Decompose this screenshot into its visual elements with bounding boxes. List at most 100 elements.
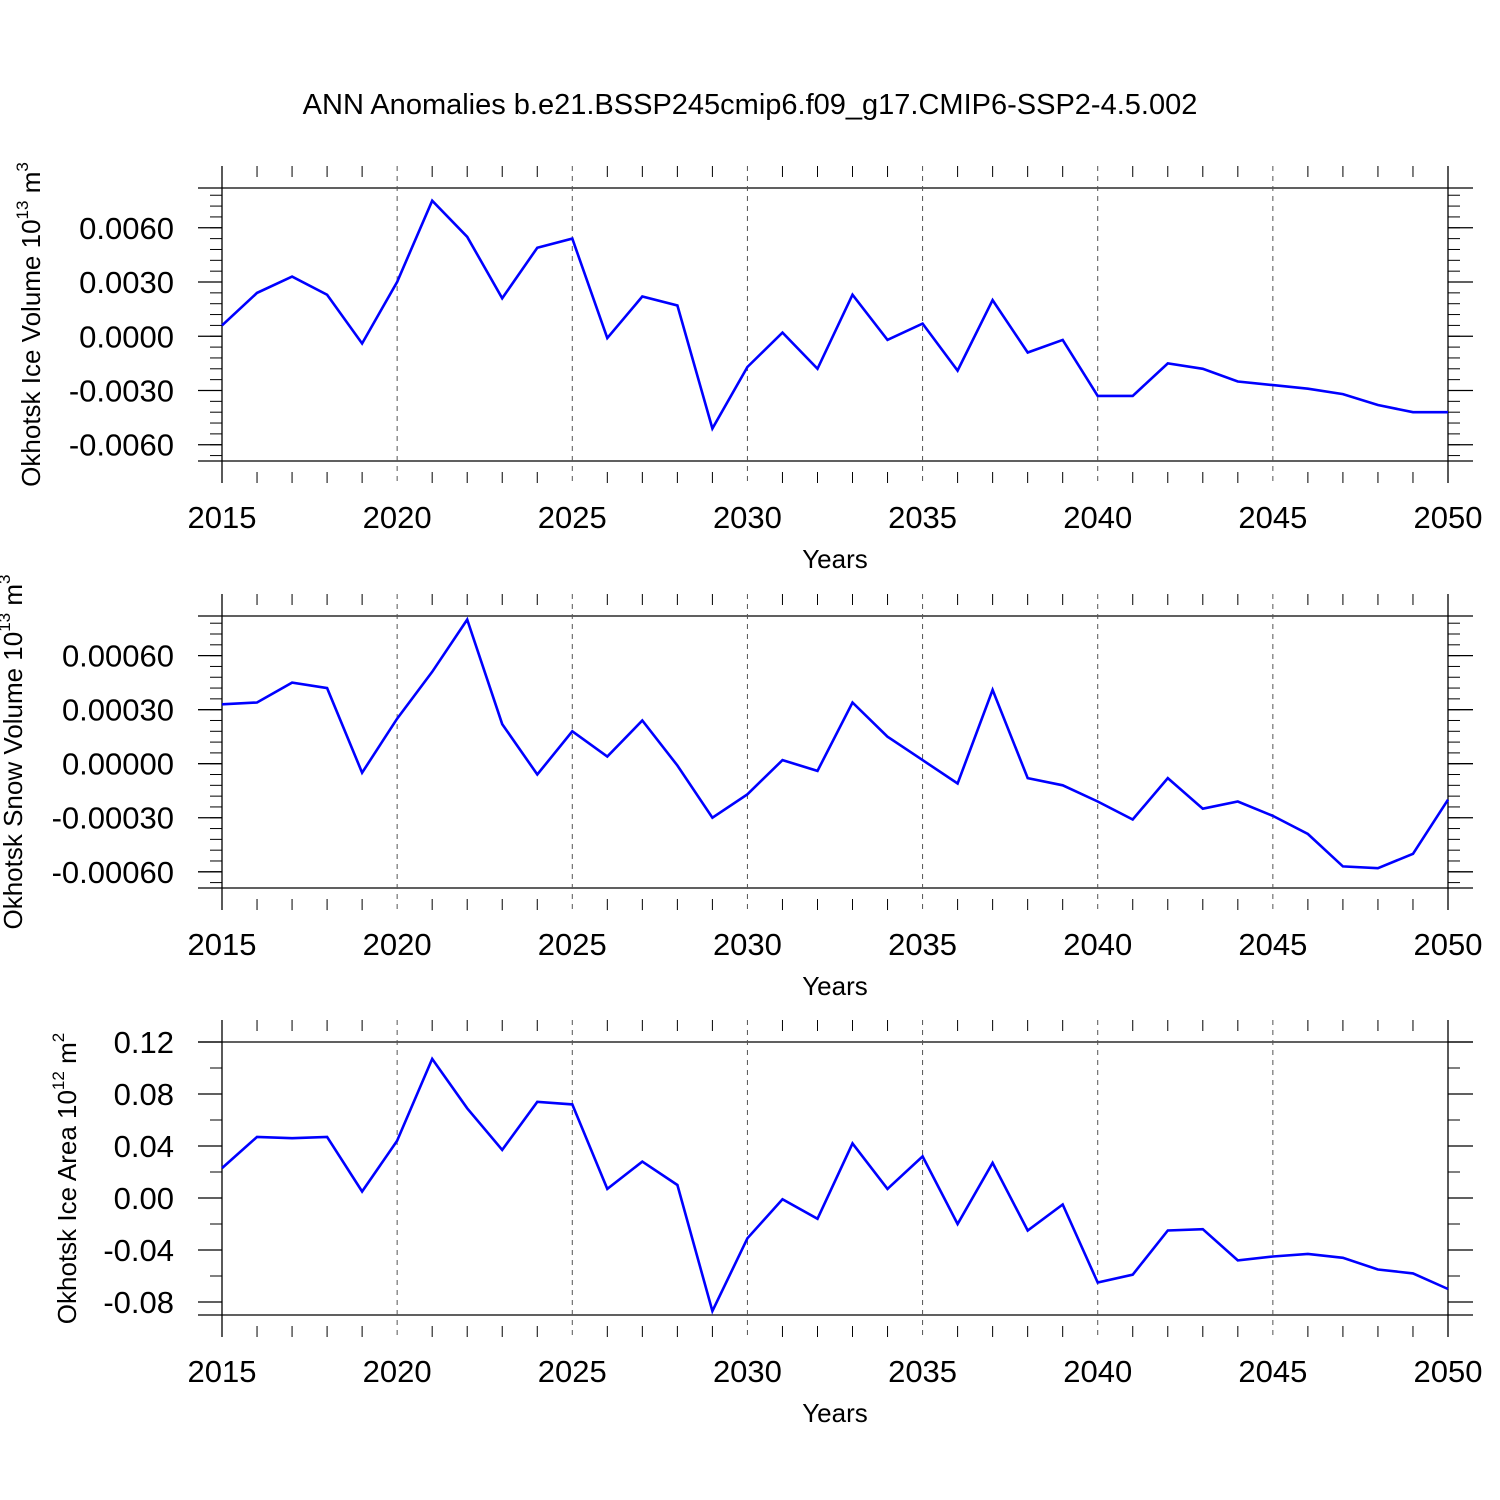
data-point [1377,404,1379,406]
y-axis-label-main: Okhotsk Ice Area 10 [52,1090,82,1324]
x-tick-label: 2050 [1414,500,1483,535]
data-point [711,1310,713,1312]
data-point [676,1184,678,1186]
data-point [1237,380,1239,382]
y-axis-label-exponent: 12 [49,1071,68,1090]
data-point [361,1190,363,1192]
x-tick-label: 2050 [1414,927,1483,962]
x-tick-label: 2025 [538,500,607,535]
data-point [921,1155,923,1157]
data-point [501,723,503,725]
y-axis-label-unit: m [16,172,46,201]
data-point [781,1198,783,1200]
data-point [676,764,678,766]
data-point [466,1107,468,1109]
chart-title: ANN Anomalies b.e21.BSSP245cmip6.f09_g17… [303,89,1198,121]
data-point [1026,351,1028,353]
data-point [1377,1268,1379,1270]
y-axis-label: Okhotsk Snow Volume 1013 m3 [0,575,28,930]
y-axis-label-unit-exponent: 3 [0,575,14,584]
data-point [1061,1203,1063,1205]
data-point [1307,833,1309,835]
data-point [361,342,363,344]
data-point [1167,777,1169,779]
x-tick-label: 2045 [1238,500,1307,535]
y-tick-label: 0.08 [114,1077,174,1112]
data-point [606,755,608,757]
data-point [396,717,398,719]
x-tick-label: 2050 [1414,1354,1483,1389]
data-point [1132,395,1134,397]
data-point [1412,1272,1414,1274]
y-tick-label: -0.00060 [52,855,174,890]
y-tick-label: 0.00060 [62,639,174,674]
data-point [886,339,888,341]
data-point [851,1142,853,1144]
data-point [1132,1274,1134,1276]
x-tick-label: 2020 [363,1354,432,1389]
data-point [1377,867,1379,869]
y-axis-label-unit-exponent: 2 [49,1033,68,1042]
data-point [1026,1229,1028,1231]
data-point [256,1136,258,1138]
data-point [886,735,888,737]
data-point [361,772,363,774]
data-point [466,618,468,620]
data-point [1307,387,1309,389]
x-tick-label: 2030 [713,927,782,962]
data-point [1342,393,1344,395]
data-point [1202,1228,1204,1230]
data-point [396,281,398,283]
ice-volume-panel: 2015 2020 2025 2030 2035 2040 2045 2050 Years 0.0… [13,162,1482,574]
y-axis-label: Okhotsk Ice Area 1012 m2 [49,1033,82,1324]
data-point [991,299,993,301]
data-point [1061,339,1063,341]
data-point [1097,1281,1099,1283]
data-point [921,759,923,761]
y-axis-label-exponent: 13 [0,613,14,632]
data-point [396,1140,398,1142]
data-point [606,337,608,339]
ice-area-panel: 2015 2020 2025 2030 2035 2040 2045 2050 Years 0.1… [49,1020,1482,1428]
series-line [221,1056,1449,1315]
data-point [1272,384,1274,386]
snow-volume-panel: 2015 2020 2025 2030 2035 2040 2045 2050 Years 0.0… [0,575,1482,1002]
data-point [571,237,573,239]
x-tick-label: 2015 [188,500,257,535]
x-tick-label: 2035 [888,500,957,535]
data-point [641,719,643,721]
data-point [221,703,223,705]
data-point [571,730,573,732]
x-tick-label: 2015 [188,927,257,962]
y-tick-label: 0.0000 [79,319,174,354]
x-axis-label: Years [802,971,868,1001]
y-tick-label: -0.00030 [52,801,174,836]
y-tick-label: 0.0060 [79,211,174,246]
data-point [536,246,538,248]
series-line [221,616,1450,870]
y-tick-label: 0.00 [114,1181,174,1216]
data-point [746,366,748,368]
x-tick-label: 2045 [1238,927,1307,962]
y-axis-label-unit-exponent: 3 [13,162,32,171]
y-tick-label: 0.00030 [62,693,174,728]
data-point [1167,362,1169,364]
data-point [641,1160,643,1162]
data-point [711,427,713,429]
data-point [1237,800,1239,802]
data-point [1447,411,1449,413]
data-point [291,681,293,683]
data-point [1342,865,1344,867]
data-point [221,324,223,326]
x-tick-label: 2040 [1063,500,1132,535]
data-point [326,293,328,295]
data-point [991,689,993,691]
data-point [606,1188,608,1190]
data-point [816,1218,818,1220]
data-point [746,793,748,795]
data-point [781,331,783,333]
data-point [956,369,958,371]
data-point [1307,1253,1309,1255]
x-tick-label: 2045 [1238,1354,1307,1389]
